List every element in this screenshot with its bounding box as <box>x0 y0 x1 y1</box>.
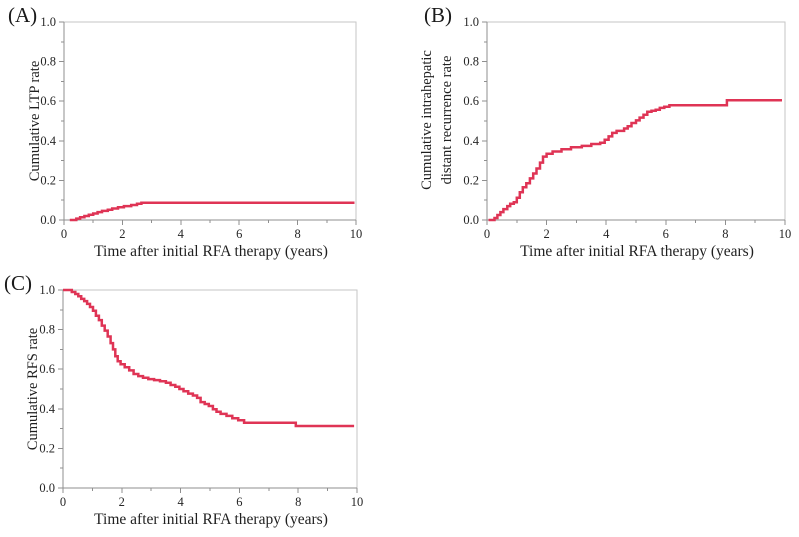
svg-text:6: 6 <box>663 227 669 241</box>
svg-text:8: 8 <box>722 227 728 241</box>
svg-text:10: 10 <box>350 227 363 241</box>
svg-text:0.4: 0.4 <box>463 134 479 148</box>
svg-text:0.0: 0.0 <box>463 213 479 227</box>
svg-text:6: 6 <box>236 495 242 509</box>
svg-text:0.8: 0.8 <box>40 55 56 69</box>
svg-text:10: 10 <box>351 495 364 509</box>
svg-text:0.2: 0.2 <box>40 173 56 187</box>
svg-text:0.2: 0.2 <box>463 173 479 187</box>
svg-text:1.0: 1.0 <box>39 283 55 297</box>
svg-text:0.8: 0.8 <box>39 323 55 337</box>
svg-text:4: 4 <box>178 227 185 241</box>
panel-b-label: (B) <box>424 3 452 27</box>
svg-text:0.2: 0.2 <box>39 441 55 455</box>
svg-text:0: 0 <box>484 227 490 241</box>
svg-text:0.6: 0.6 <box>39 362 55 376</box>
panel-c-chart: 0 2 4 6 8 10 0.0 0.2 0.4 0.6 0.8 1.0 <box>39 283 364 509</box>
svg-text:1.0: 1.0 <box>463 15 479 29</box>
svg-text:8: 8 <box>294 227 300 241</box>
svg-text:2: 2 <box>119 227 125 241</box>
svg-text:10: 10 <box>779 227 792 241</box>
panel-b-y-axis-title-line1: Cumulative intrahepatic <box>419 50 435 190</box>
svg-text:8: 8 <box>295 495 301 509</box>
svg-text:4: 4 <box>177 495 184 509</box>
panel-c-label: (C) <box>4 271 32 295</box>
svg-text:0: 0 <box>60 495 66 509</box>
panel-a-x-axis-title: Time after initial RFA therapy (years) <box>94 243 328 260</box>
panel-b-chart: 0 2 4 6 8 10 0.0 0.2 0.4 0.6 0.8 1.0 <box>463 15 792 241</box>
panel-c-x-axis-title: Time after initial RFA therapy (years) <box>94 511 328 528</box>
panel-b-x-axis-title: Time after initial RFA therapy (years) <box>520 243 754 260</box>
svg-text:4: 4 <box>603 227 610 241</box>
svg-text:0.6: 0.6 <box>40 94 56 108</box>
svg-text:0.4: 0.4 <box>40 134 56 148</box>
svg-text:0.4: 0.4 <box>39 402 55 416</box>
svg-text:0.8: 0.8 <box>463 55 479 69</box>
svg-text:2: 2 <box>119 495 125 509</box>
svg-text:6: 6 <box>236 227 242 241</box>
svg-text:1.0: 1.0 <box>40 15 56 29</box>
panel-a-chart: 0 2 4 6 8 10 0.0 0.2 0.4 0.6 0.8 1.0 <box>40 15 363 241</box>
svg-text:0.0: 0.0 <box>39 481 55 495</box>
svg-text:0.6: 0.6 <box>463 94 479 108</box>
svg-text:0: 0 <box>61 227 67 241</box>
panel-a-label: (A) <box>8 3 38 27</box>
svg-text:0.0: 0.0 <box>40 213 56 227</box>
svg-text:2: 2 <box>543 227 549 241</box>
